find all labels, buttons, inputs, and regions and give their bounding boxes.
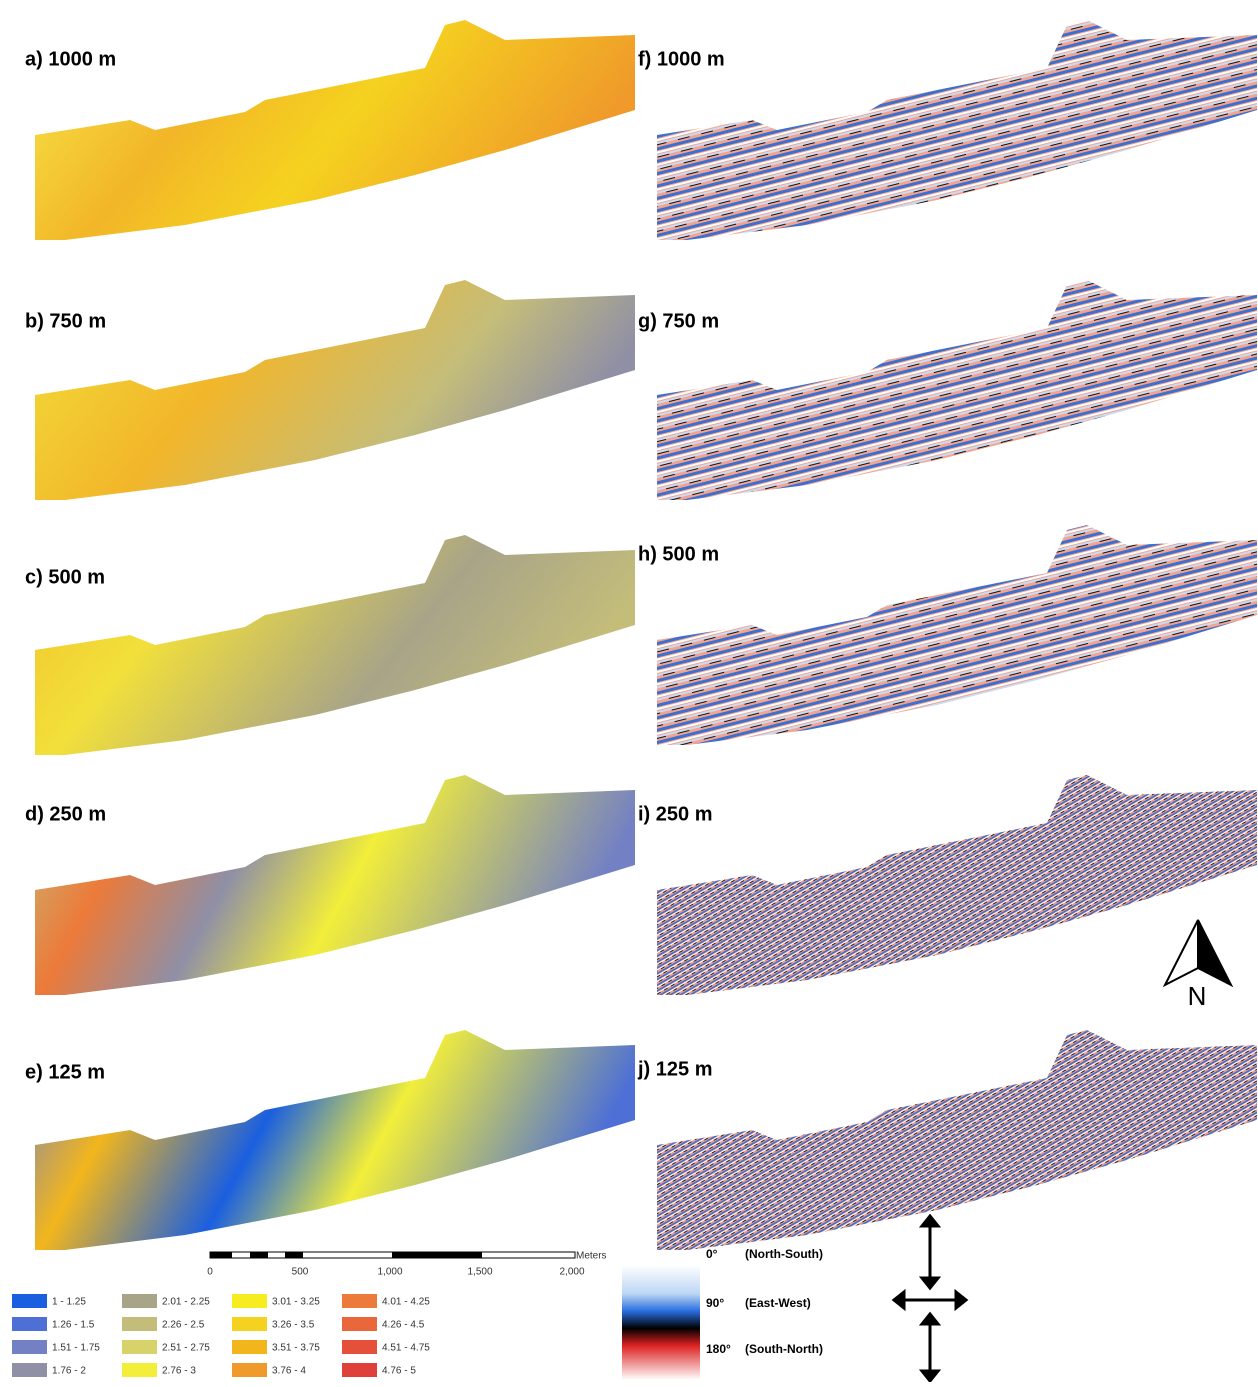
panel-label: a) 1000 m xyxy=(25,48,116,70)
scale-tick-label: 1,500 xyxy=(467,1267,492,1278)
map-panel xyxy=(657,280,1257,500)
legend-swatch xyxy=(342,1317,377,1331)
north-label: N xyxy=(1188,981,1207,1011)
map-panel xyxy=(35,775,635,995)
legend-swatch xyxy=(12,1363,47,1377)
orientation-angle: 180° xyxy=(706,1342,731,1356)
panel-label: f) 1000 m xyxy=(638,48,725,70)
orientation-angle: 0° xyxy=(706,1247,718,1261)
legend-swatch xyxy=(232,1317,267,1331)
map-panel xyxy=(35,280,635,500)
panel-label: g) 750 m xyxy=(638,310,719,332)
scale-tick-label: 1,000 xyxy=(377,1267,402,1278)
legend-swatch xyxy=(12,1317,47,1331)
panel-label: c) 500 m xyxy=(25,566,105,588)
orientation-angle: 90° xyxy=(706,1296,724,1310)
figure: N a) 1000 m b) 750 m c) 500 m d) 250 m e) 12… xyxy=(0,0,1258,1382)
legend-swatch xyxy=(122,1317,157,1331)
legend-swatch xyxy=(342,1363,377,1377)
legend-swatch xyxy=(12,1340,47,1354)
panel-label: i) 250 m xyxy=(638,803,712,825)
orientation-description: (East-West) xyxy=(745,1296,811,1310)
scale-tick-label: 2,000 xyxy=(559,1267,584,1278)
legend-label: 2.51 - 2.75 xyxy=(162,1343,210,1354)
map-panel xyxy=(35,535,635,755)
legend-swatch xyxy=(122,1294,157,1308)
legend-label: 4.01 - 4.25 xyxy=(382,1297,430,1308)
legend-label: 2.76 - 3 xyxy=(162,1366,196,1377)
map-panel xyxy=(35,1030,635,1250)
legend-label: 4.51 - 4.75 xyxy=(382,1343,430,1354)
legend-swatch xyxy=(232,1340,267,1354)
map-panel xyxy=(657,20,1257,240)
legend-swatch xyxy=(122,1340,157,1354)
legend-label: 3.51 - 3.75 xyxy=(272,1343,320,1354)
panel-label: b) 750 m xyxy=(25,310,106,332)
legend-swatch xyxy=(232,1363,267,1377)
scale-tick-label: 500 xyxy=(292,1267,309,1278)
legend-label: 1 - 1.25 xyxy=(52,1297,86,1308)
panel-label: e) 125 m xyxy=(25,1061,105,1083)
legend-label: 2.26 - 2.5 xyxy=(162,1320,205,1331)
orientation-description: (North-South) xyxy=(745,1247,823,1261)
map-panel xyxy=(35,20,635,240)
legend-label: 4.76 - 5 xyxy=(382,1366,416,1377)
legend-label: 1.51 - 1.75 xyxy=(52,1343,100,1354)
legend-label: 1.76 - 2 xyxy=(52,1366,86,1377)
legend-swatch xyxy=(232,1294,267,1308)
panel-label: h) 500 m xyxy=(638,543,719,565)
legend-label: 3.76 - 4 xyxy=(272,1366,306,1377)
scale-segment xyxy=(392,1252,482,1258)
scale-unit: Meters xyxy=(576,1251,607,1262)
legend-label: 3.26 - 3.5 xyxy=(272,1320,315,1331)
panel-label: d) 250 m xyxy=(25,803,106,825)
north-arrow xyxy=(1165,920,1231,985)
scale-tick-label: 0 xyxy=(207,1267,213,1278)
scale-segment xyxy=(210,1252,232,1258)
legend-label: 2.01 - 2.25 xyxy=(162,1297,210,1308)
legend-swatch xyxy=(122,1363,157,1377)
scale-bar xyxy=(210,1252,575,1258)
legend-label: 4.26 - 4.5 xyxy=(382,1320,425,1331)
legend-swatch xyxy=(12,1294,47,1308)
map-panel xyxy=(657,525,1257,745)
legend-swatch xyxy=(342,1340,377,1354)
map-panel xyxy=(657,775,1257,995)
scale-segment xyxy=(250,1252,268,1258)
orientation-color-bar xyxy=(622,1265,700,1380)
legend-label: 3.01 - 3.25 xyxy=(272,1297,320,1308)
orientation-description: (South-North) xyxy=(745,1342,823,1356)
legend-label: 1.26 - 1.5 xyxy=(52,1320,95,1331)
direction-arrows xyxy=(894,1216,966,1381)
map-panel xyxy=(657,1030,1257,1250)
legend-swatch xyxy=(342,1294,377,1308)
scale-segment xyxy=(285,1252,303,1258)
panel-label: j) 125 m xyxy=(637,1058,712,1080)
